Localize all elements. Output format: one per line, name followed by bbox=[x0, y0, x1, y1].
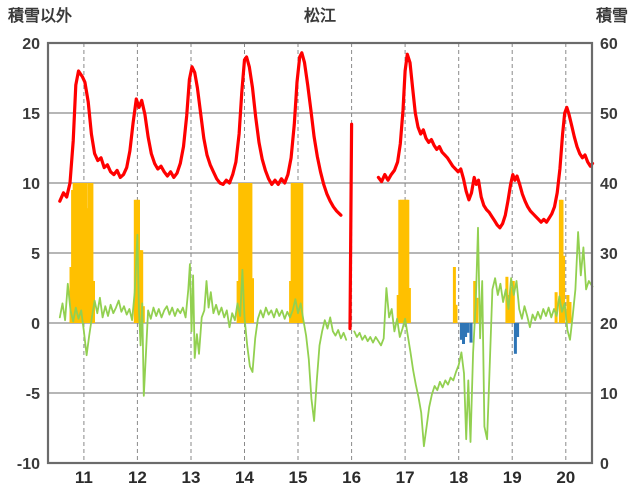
left-tick-label: 20 bbox=[22, 36, 40, 53]
negative-bars-blue-bar bbox=[459, 323, 463, 340]
snow-bars-yellow-bar bbox=[140, 250, 144, 323]
negative-bars-blue-bar bbox=[513, 323, 517, 354]
x-tick-label: 17 bbox=[396, 468, 415, 487]
x-tick-label: 13 bbox=[182, 468, 201, 487]
snow-bars-yellow-bar bbox=[236, 281, 240, 323]
snow-bars-yellow-bar bbox=[511, 281, 515, 323]
snow-bars-yellow-bar bbox=[244, 183, 248, 323]
green-line bbox=[58, 233, 348, 422]
snow-bars-yellow-bar bbox=[562, 255, 566, 323]
left-tick-label: 10 bbox=[22, 176, 40, 193]
snow-bars-yellow-bar bbox=[88, 183, 92, 323]
snow-bars-yellow-bar bbox=[406, 199, 410, 323]
x-tick-label: 19 bbox=[503, 468, 522, 487]
x-tick-label: 12 bbox=[128, 468, 147, 487]
snow-bars-yellow-bar bbox=[298, 183, 302, 323]
right-tick-label: 60 bbox=[600, 36, 618, 53]
left-tick-label: 5 bbox=[31, 246, 40, 263]
snow-bars-yellow-bar bbox=[87, 183, 91, 323]
x-tick-label: 14 bbox=[235, 468, 254, 487]
snow-bars-yellow-bar bbox=[568, 302, 572, 323]
snow-bars-yellow-bar bbox=[90, 183, 94, 323]
snow-bars-yellow-bar bbox=[452, 267, 456, 323]
snow-bars-yellow-bar bbox=[566, 295, 570, 323]
negative-bars-blue-bar bbox=[466, 323, 470, 333]
left-tick-label: -10 bbox=[17, 456, 40, 473]
snow-bars-yellow-bar bbox=[473, 281, 477, 323]
snow-bars-yellow-bar bbox=[398, 199, 402, 323]
x-tick-label: 16 bbox=[342, 468, 361, 487]
right-tick-label: 10 bbox=[600, 386, 618, 403]
snow-bars-yellow-bar bbox=[80, 183, 84, 323]
snow-bars-yellow-bar bbox=[69, 267, 73, 323]
snow-bars-yellow-bar bbox=[454, 304, 458, 323]
snow-bars-yellow-bar bbox=[138, 250, 142, 323]
left-tick-label: 15 bbox=[22, 106, 40, 123]
snow-bars-yellow-bar bbox=[238, 183, 242, 323]
snow-bars-yellow-bar bbox=[243, 183, 246, 323]
snow-bars-yellow-bar bbox=[72, 183, 76, 323]
snow-bars-yellow-bar bbox=[293, 183, 297, 323]
right-tick-label: 30 bbox=[600, 246, 618, 263]
snow-bars-yellow-bar bbox=[558, 199, 562, 323]
snow-bars-yellow-bar bbox=[85, 208, 89, 323]
snow-bars-yellow-bar bbox=[292, 183, 296, 323]
red-line bbox=[348, 122, 354, 331]
snow-bars-yellow-bar bbox=[560, 199, 564, 323]
snow-bars-yellow-bar bbox=[290, 183, 294, 323]
left-tick-label: -5 bbox=[26, 386, 40, 403]
snow-bars-yellow-bar bbox=[403, 199, 407, 323]
snow-bars-yellow-bar bbox=[251, 278, 254, 323]
snow-bars-yellow-bar bbox=[249, 183, 253, 323]
snow-bars-yellow-bar bbox=[246, 183, 250, 323]
right-axis-title: 積雪 bbox=[595, 6, 628, 25]
negative-bars-blue-bar bbox=[469, 323, 473, 343]
snow-bars-yellow-bar bbox=[141, 306, 145, 323]
snow-bars-yellow-bar bbox=[554, 292, 558, 323]
left-axis-title: 積雪以外 bbox=[7, 6, 72, 25]
chart-title: 松江 bbox=[304, 6, 336, 25]
negative-bars-blue-bar bbox=[462, 323, 465, 344]
snow-bars-yellow-bar bbox=[79, 183, 83, 323]
right-tick-label: 50 bbox=[600, 106, 618, 123]
right-tick-label: 20 bbox=[600, 316, 618, 333]
snow-bars-yellow-bar bbox=[241, 183, 245, 323]
snow-bars-yellow-bar bbox=[82, 183, 86, 323]
snow-bars-yellow-bar bbox=[300, 183, 304, 323]
plot-border bbox=[46, 41, 594, 465]
red-line bbox=[58, 51, 343, 217]
snow-bars-yellow-bar bbox=[247, 183, 251, 323]
x-tick-label: 15 bbox=[289, 468, 308, 487]
snow-bars-yellow-bar bbox=[401, 199, 405, 323]
snow-bars-yellow-bar bbox=[509, 286, 513, 323]
snow-bars-yellow-bar bbox=[297, 183, 301, 323]
snow-bars-yellow-bar bbox=[77, 183, 81, 323]
snow-bars-yellow-bar bbox=[399, 199, 403, 323]
snow-bars-yellow-bar bbox=[75, 183, 79, 323]
snow-bars-yellow-bar bbox=[84, 183, 87, 323]
snow-bars-yellow-bar bbox=[396, 295, 400, 323]
green-line bbox=[353, 226, 594, 448]
right-tick-label: 0 bbox=[600, 456, 609, 473]
snow-bars-yellow-bar bbox=[475, 297, 479, 323]
snow-bars-yellow-bar bbox=[295, 183, 299, 323]
red-line bbox=[376, 52, 595, 230]
left-tick-label: 0 bbox=[31, 316, 40, 333]
snow-bars-yellow-bar bbox=[239, 183, 243, 323]
snow-bars-yellow-bar bbox=[289, 281, 293, 323]
x-tick-label: 18 bbox=[449, 468, 468, 487]
negative-bars-blue-bar bbox=[464, 323, 468, 337]
x-tick-label: 20 bbox=[556, 468, 575, 487]
x-tick-label: 11 bbox=[75, 468, 93, 487]
right-tick-label: 40 bbox=[600, 176, 618, 193]
negative-bars-blue-bar bbox=[516, 323, 520, 337]
snow-bars-yellow-bar bbox=[74, 183, 78, 323]
snow-bars-yellow-bar bbox=[407, 288, 411, 323]
snow-bars-yellow-bar bbox=[71, 190, 75, 323]
snow-bars-yellow-bar bbox=[404, 199, 408, 323]
